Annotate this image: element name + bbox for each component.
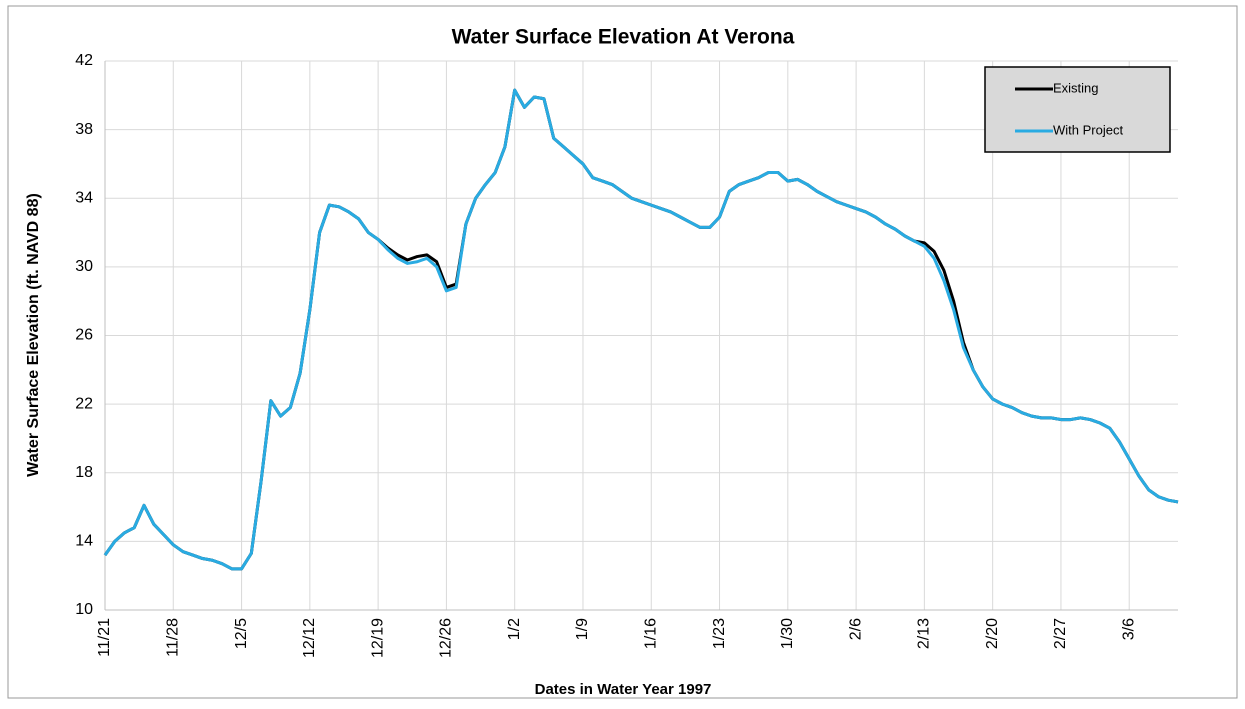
x-tick-label: 1/30 (779, 618, 796, 649)
legend-label: Existing (1053, 80, 1099, 95)
x-tick-label: 11/28 (165, 618, 182, 657)
y-tick-label: 42 (75, 52, 93, 69)
x-tick-label: 2/20 (984, 618, 1001, 649)
x-tick-label: 1/16 (642, 618, 659, 649)
y-tick-label: 18 (75, 464, 93, 481)
x-tick-label: 12/5 (233, 618, 250, 649)
y-axis-title: Water Surface Elevation (ft. NAVD 88) (25, 193, 42, 477)
x-tick-label: 2/13 (916, 618, 933, 649)
x-tick-label: 1/9 (574, 618, 591, 640)
y-tick-label: 34 (75, 189, 93, 206)
legend-box (984, 66, 1171, 153)
y-tick-label: 22 (75, 395, 93, 412)
x-tick-label: 2/6 (847, 618, 864, 640)
y-tick-label: 30 (75, 258, 93, 275)
x-tick-label: 2/27 (1052, 618, 1069, 649)
x-axis-title: Dates in Water Year 1997 (535, 681, 712, 698)
series-line (103, 88, 1179, 571)
chart-title: Water Surface Elevation At Verona (452, 26, 795, 49)
legend-label: With Project (1053, 122, 1123, 137)
y-tick-label: 14 (75, 533, 93, 550)
x-tick-label: 12/12 (301, 618, 318, 658)
x-tick-label: 11/21 (96, 618, 113, 657)
x-tick-label: 3/6 (1120, 618, 1137, 640)
x-tick-label: 12/19 (369, 618, 386, 658)
x-tick-label: 12/26 (438, 618, 455, 658)
y-tick-label: 38 (75, 121, 93, 138)
x-tick-label: 1/23 (711, 618, 728, 649)
y-tick-label: 10 (75, 601, 93, 618)
y-tick-label: 26 (75, 327, 93, 344)
x-tick-label: 1/2 (506, 618, 523, 640)
